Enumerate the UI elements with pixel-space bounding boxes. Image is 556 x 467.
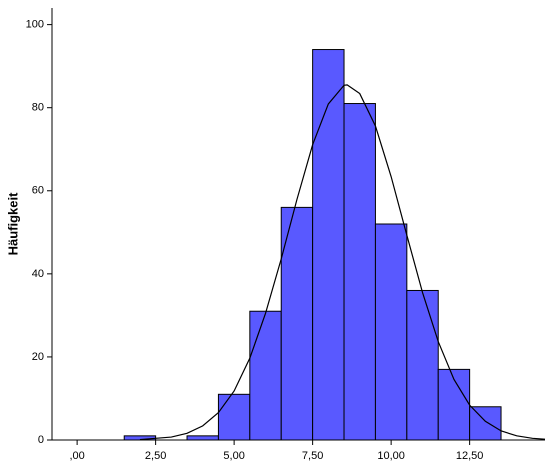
- normal-curve: [139, 84, 546, 441]
- y-axis-label: Häufigkeit: [5, 192, 20, 256]
- y-tick-label: 0: [38, 434, 44, 446]
- y-tick-label: 20: [32, 351, 44, 363]
- bar: [312, 49, 345, 441]
- x-tick-label: 5,00: [223, 450, 244, 462]
- y-tick-label: 80: [32, 102, 44, 114]
- y-tick-label: 60: [32, 185, 44, 197]
- bar: [249, 310, 282, 441]
- x-tick-label: ,00: [69, 450, 84, 462]
- bar: [374, 223, 408, 441]
- bar: [406, 289, 439, 441]
- x-tick-label: 10,00: [377, 450, 405, 462]
- bar: [343, 103, 376, 441]
- x-tick-label: 12,50: [456, 450, 484, 462]
- x-tick-label: 2,50: [145, 450, 166, 462]
- bar: [186, 435, 219, 441]
- y-tick-label: 40: [32, 268, 44, 280]
- bar: [469, 406, 502, 441]
- y-tick-label: 100: [26, 19, 44, 31]
- bar: [217, 393, 251, 441]
- x-tick-label: 7,50: [302, 450, 323, 462]
